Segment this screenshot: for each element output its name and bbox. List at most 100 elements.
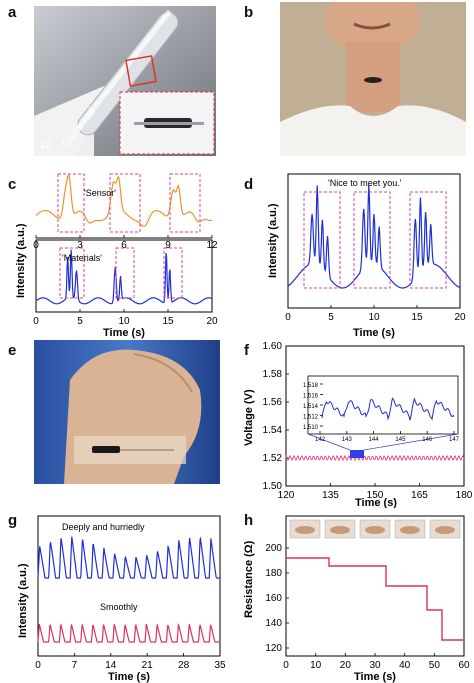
chart-c-ylabel: Intensity (a.u.) — [15, 223, 27, 298]
chart-f-inset-series — [321, 397, 455, 421]
chart-c-bottom-tick-1: 5 — [77, 316, 83, 327]
chart-f-ytick-0: 1.60 — [263, 341, 283, 352]
chart-h-ytick-4: 120 — [265, 643, 282, 654]
chart-d-tick-2: 10 — [368, 312, 380, 323]
panel-letter-g: g — [8, 512, 18, 529]
chart-h-ytick-0: 200 — [265, 543, 282, 554]
chart-d-tick-0: 0 — [285, 312, 291, 323]
chart-d-tick-3: 15 — [411, 312, 423, 323]
chart-c-top-box-2 — [109, 173, 141, 233]
chart-g-tick-3: 21 — [142, 660, 154, 671]
chart-d-label: 'Nice to meet you.' — [328, 178, 402, 188]
panel-letter-a: a — [8, 4, 17, 21]
chart-f: Voltage (V) 1.60 1.58 1.56 1.54 1.52 1.50 120… — [243, 341, 473, 508]
chart-h-xtick-2: 20 — [340, 660, 352, 671]
chart-c-top-label: 'Sensor' — [84, 188, 116, 198]
chart-h-xtick-3: 30 — [369, 660, 381, 671]
chart-h-xtick-1: 10 — [310, 660, 322, 671]
chart-f-inset-ytick-1: 1.516 — [303, 394, 319, 400]
chart-d-box-2 — [353, 191, 391, 289]
chart-f-inset-xtick-5: 147 — [449, 437, 460, 443]
chart-f-ytick-1: 1.58 — [263, 369, 283, 380]
chart-g-xlabel: Time (s) — [108, 671, 150, 683]
chart-h-yticks: 200 180 160 140 120 — [265, 543, 289, 654]
panel-letter-f: f — [244, 342, 249, 359]
chart-g: Intensity (a.u.) 0 7 14 21 28 35 Deeply and h… — [17, 515, 226, 683]
chart-h-series — [286, 557, 464, 641]
chart-f-inset-ytick-3: 1.512 — [303, 415, 319, 421]
hand-gesture-thumbnails — [289, 519, 461, 539]
chart-f-xlabel: Time (s) — [355, 497, 397, 508]
wrist-photo — [34, 340, 220, 484]
chart-f-ytick-2: 1.56 — [263, 397, 283, 408]
chart-d-ticks: 0 5 10 15 20 — [285, 305, 466, 323]
chart-d-series — [287, 184, 461, 289]
chart-c-top-tick-2: 6 — [121, 240, 127, 251]
chart-f-inset-xtick-2: 144 — [369, 437, 380, 443]
panel-letter-e: e — [8, 342, 17, 359]
chart-f-inset-xtick-3: 145 — [395, 437, 406, 443]
panel-letter-d: d — [244, 176, 254, 193]
chart-g-tick-4: 28 — [178, 660, 190, 671]
chart-h: Resistance (Ω) 200 180 160 140 120 0 10 20 30 40… — [243, 515, 470, 683]
neck-photo — [280, 2, 466, 156]
chart-d-tick-4: 20 — [454, 312, 466, 323]
chart-d-box-1 — [303, 191, 341, 289]
chart-f-ylabel: Voltage (V) — [243, 389, 255, 446]
chart-f-inset-xtick-4: 146 — [422, 437, 433, 443]
chart-g-bottom-series — [37, 622, 220, 643]
chart-f-ytick-4: 1.52 — [263, 453, 283, 464]
chart-h-xtick-5: 50 — [429, 660, 441, 671]
chart-f-yticks: 1.60 1.58 1.56 1.54 1.52 1.50 — [263, 341, 289, 492]
chart-h-xticks: 0 10 20 30 40 50 60 — [283, 653, 470, 671]
chart-g-tick-2: 14 — [105, 660, 117, 671]
chart-d-ylabel: Intensity (a.u.) — [267, 203, 279, 278]
chart-c-top-ticks: 0 3 6 9 12 — [33, 235, 218, 251]
chart-h-ytick-2: 160 — [265, 593, 282, 604]
chart-d-xlabel: Time (s) — [353, 327, 395, 339]
chart-f-inset-xtick-1: 143 — [342, 437, 353, 443]
chart-c-bottom-box-3 — [163, 247, 183, 299]
chart-c-top-series — [35, 173, 213, 227]
chart-d: Intensity (a.u.) 0 5 10 15 20 'Nice to meet … — [267, 173, 466, 339]
chart-c-top-tick-1: 3 — [77, 240, 83, 251]
chart-g-ylabel: Intensity (a.u.) — [17, 563, 29, 638]
chart-g-tick-1: 7 — [72, 660, 78, 671]
chart-f-ytick-5: 1.50 — [263, 481, 283, 492]
chart-h-ytick-3: 140 — [265, 618, 282, 629]
chart-c-top-tick-3: 9 — [165, 240, 171, 251]
chart-h-xtick-6: 60 — [458, 660, 470, 671]
chart-g-tick-0: 0 — [35, 660, 41, 671]
panel-letter-b: b — [244, 4, 254, 21]
chart-f-xtick-1: 135 — [322, 490, 339, 501]
chart-f-inset-xtick-0: 142 — [315, 437, 326, 443]
chart-f-xtick-4: 180 — [456, 490, 473, 501]
chart-f-series — [285, 454, 465, 462]
chart-c-bottom-box-1 — [59, 247, 85, 299]
chart-c-xlabel: Time (s) — [103, 327, 145, 339]
chart-h-xtick-0: 0 — [283, 660, 289, 671]
chart-g-tick-5: 35 — [214, 660, 226, 671]
chart-c-bottom-label: 'Materials' — [62, 253, 102, 263]
chart-d-box-3 — [409, 191, 447, 289]
chart-f-inset-ytick-4: 1.510 — [303, 425, 319, 431]
chart-h-xlabel: Time (s) — [354, 671, 396, 683]
chart-f-xtick-3: 165 — [411, 490, 428, 501]
chart-f-inset-xticks: 142 143 144 145 146 147 — [315, 431, 460, 443]
rod-number: 12 — [40, 140, 52, 151]
glass-rod-photo: Glass rod 12 — [34, 6, 216, 156]
chart-c-bottom-tick-2: 10 — [118, 316, 130, 327]
chart-f-xtick-0: 120 — [278, 490, 295, 501]
chart-g-bottom-label: Smoothly — [100, 602, 138, 612]
chart-c-top-box-3 — [169, 173, 201, 233]
chart-f-inset — [307, 375, 459, 435]
chart-f-zoom-box — [350, 450, 364, 458]
chart-c: Intensity (a.u.) 0 3 6 9 12 'Sensor' 0 5 10 15 2… — [15, 173, 218, 339]
chart-f-inset-ytick-0: 1.518 — [303, 383, 319, 389]
chart-c-bottom-ticks: 0 5 10 15 20 — [33, 309, 218, 327]
panel-letter-c: c — [8, 176, 17, 193]
chart-f-inset-ytick-2: 1.514 — [303, 404, 319, 410]
chart-c-bottom-box-2 — [115, 247, 135, 299]
chart-f-xtick-2: 150 — [367, 490, 384, 501]
chart-c-bottom-tick-0: 0 — [33, 316, 39, 327]
